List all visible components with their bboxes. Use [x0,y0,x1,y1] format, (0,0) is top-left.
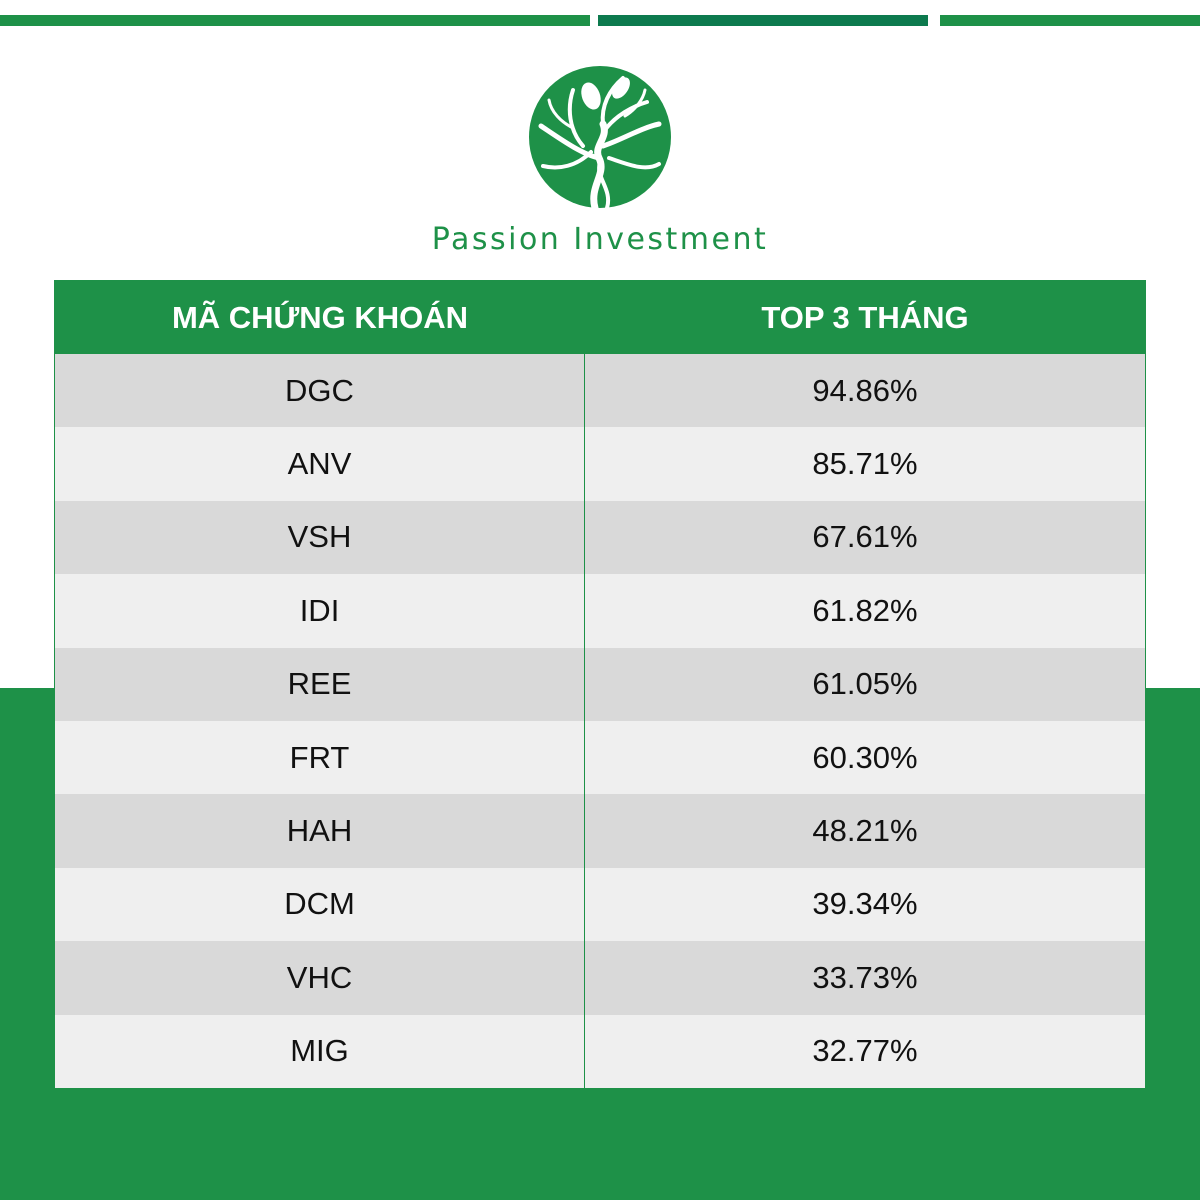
table-header: MÃ CHỨNG KHOÁN TOP 3 THÁNG [55,281,1145,354]
top-bar-middle [598,15,928,26]
stock-code: ANV [55,427,585,501]
top-bar-left [0,15,590,26]
stock-table: MÃ CHỨNG KHOÁN TOP 3 THÁNG DGC 94.86% AN… [54,280,1146,1089]
stock-code: DCM [55,867,585,942]
table-row: DGC 94.86% [55,354,1145,428]
stock-value: 61.82% [812,592,918,628]
stock-value: 48.21% [812,813,918,849]
table-row: MIG 32.77% [55,1014,1145,1088]
brand-name: Passion Investment [431,222,769,257]
tree-logo-icon [529,66,671,208]
table-row: HAH 48.21% [55,794,1145,868]
stock-value: 67.61% [812,519,918,555]
stock-value: 60.30% [812,739,918,775]
table-row: DCM 39.34% [55,867,1145,942]
table-row: REE 61.05% [55,647,1145,721]
stock-value: 85.71% [812,446,918,482]
stock-code: MIG [55,1014,585,1088]
header-stock-code: MÃ CHỨNG KHOÁN [171,299,469,335]
stock-value: 39.34% [812,886,918,922]
stock-value: 33.73% [812,959,918,995]
table-row: VSH 67.61% [55,500,1145,575]
table-row: IDI 61.82% [55,574,1145,648]
stock-code: FRT [55,720,585,795]
table-row: FRT 60.30% [55,720,1145,795]
stock-value: 61.05% [812,666,918,702]
stock-code: VHC [55,941,585,1015]
stock-value: 94.86% [812,372,918,408]
top-bar-right [940,15,1200,26]
stock-code: IDI [55,574,585,648]
stock-code: REE [55,647,585,721]
table-row: ANV 85.71% [55,427,1145,501]
stock-code: VSH [55,500,585,575]
stock-code: DGC [55,354,585,428]
table-row: VHC 33.73% [55,941,1145,1015]
stock-value: 32.77% [812,1033,918,1069]
stock-code: HAH [55,794,585,868]
header-top-3-months: TOP 3 THÁNG [761,299,969,335]
